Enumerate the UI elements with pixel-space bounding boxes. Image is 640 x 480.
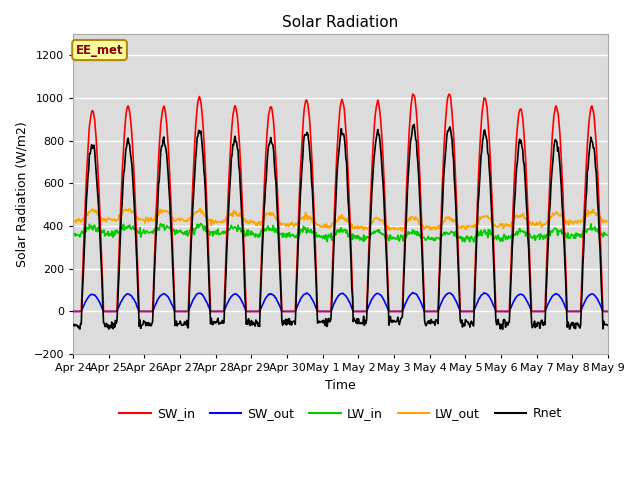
LW_out [188, 211, 196, 217]
SW_out [79, 305, 86, 311]
LW_in [217, 231, 225, 237]
SW_in [216, 309, 224, 314]
X-axis label: Time: Time [325, 379, 356, 392]
LW_in [197, 220, 205, 226]
SW_out [422, 309, 429, 314]
LW_in [422, 237, 429, 243]
Title: Solar Radiation: Solar Radiation [282, 15, 399, 30]
LW_in [134, 229, 141, 235]
LW_out [69, 217, 77, 223]
Line: LW_in: LW_in [73, 223, 607, 242]
Line: Rnet: Rnet [73, 124, 607, 329]
LW_in [406, 229, 413, 235]
Rnet [79, 283, 86, 289]
SW_out [188, 300, 196, 305]
Rnet [134, 284, 141, 289]
SW_out [409, 289, 417, 295]
LW_in [69, 231, 77, 237]
LW_in [604, 232, 611, 238]
SW_in [69, 309, 77, 314]
Legend: SW_in, SW_out, LW_in, LW_out, Rnet: SW_in, SW_out, LW_in, LW_out, Rnet [115, 402, 567, 425]
SW_in [405, 132, 413, 138]
Text: EE_met: EE_met [76, 44, 124, 57]
Line: SW_out: SW_out [73, 292, 607, 312]
SW_out [69, 309, 77, 314]
SW_in [422, 309, 429, 314]
LW_out [406, 217, 414, 223]
Rnet [422, 322, 429, 327]
LW_in [466, 239, 474, 245]
SW_out [405, 294, 413, 300]
LW_out [134, 215, 141, 220]
SW_out [134, 305, 141, 311]
SW_in [604, 309, 611, 314]
LW_in [188, 227, 196, 232]
LW_out [604, 218, 611, 224]
Rnet [69, 322, 77, 328]
LW_out [422, 223, 430, 229]
LW_in [79, 230, 86, 236]
SW_out [604, 309, 611, 314]
Rnet [405, 162, 413, 168]
LW_out [79, 216, 86, 222]
LW_out [196, 205, 204, 211]
SW_in [409, 91, 417, 97]
Rnet [410, 121, 418, 127]
SW_in [188, 202, 196, 208]
Line: LW_out: LW_out [73, 208, 607, 230]
Y-axis label: Solar Radiation (W/m2): Solar Radiation (W/m2) [15, 121, 28, 267]
Rnet [216, 321, 224, 326]
LW_out [217, 220, 225, 226]
Line: SW_in: SW_in [73, 94, 607, 312]
Rnet [499, 326, 506, 332]
Rnet [188, 227, 196, 232]
LW_out [397, 228, 405, 233]
SW_out [216, 309, 224, 314]
Rnet [604, 322, 611, 328]
SW_in [79, 267, 86, 273]
SW_in [134, 265, 141, 271]
